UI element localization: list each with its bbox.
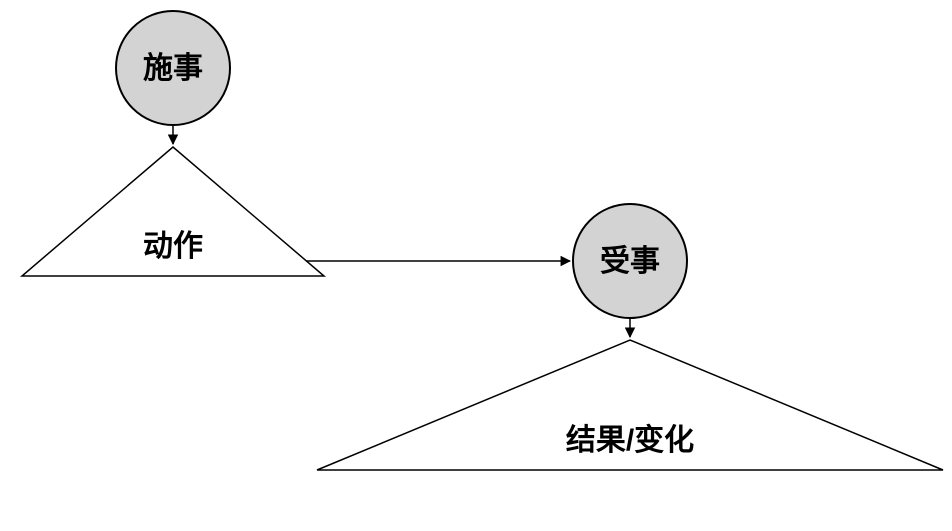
- node-label-patient: 受事: [600, 245, 660, 278]
- node-result: 结果/变化: [317, 340, 943, 470]
- node-label-agent: 施事: [143, 52, 203, 85]
- node-label-result: 结果/变化: [566, 423, 694, 457]
- node-agent: 施事: [116, 11, 230, 125]
- node-patient: 受事: [573, 204, 687, 318]
- node-label-action: 动作: [143, 230, 203, 263]
- diagram-canvas: 施事动作 受事结果/变化: [0, 0, 952, 531]
- node-action: 动作: [22, 147, 324, 276]
- nodes-group: 施事动作 受事结果/变化: [22, 11, 943, 470]
